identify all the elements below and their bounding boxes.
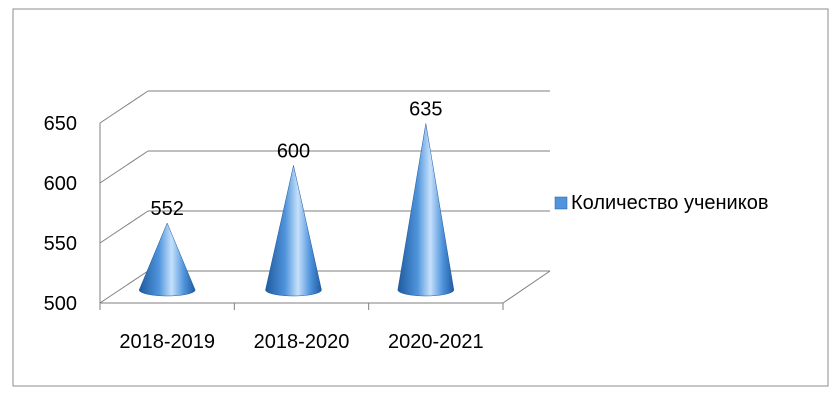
x-tick-label: 2020-2021: [388, 331, 484, 353]
gridline-diagonal: [99, 270, 149, 304]
data-label: 552: [150, 198, 183, 220]
data-label: 600: [277, 140, 310, 162]
cone-bar: [265, 165, 322, 297]
data-label: 635: [409, 98, 442, 120]
cones: [138, 123, 455, 297]
y-tick-label: 500: [44, 293, 77, 315]
legend: Количество учеников: [554, 192, 768, 214]
x-tick-label: 2018-2019: [119, 331, 215, 353]
gridline-diagonal: [99, 90, 149, 124]
y-tick-label: 600: [44, 173, 77, 195]
axes: [99, 123, 551, 310]
cone-bar: [397, 123, 455, 297]
legend-entry: Количество учеников: [571, 192, 768, 214]
y-tick-label: 650: [44, 113, 77, 135]
legend-swatch: [554, 196, 568, 210]
x-tick-label: 2018-2020: [254, 331, 350, 353]
cone-bar: [138, 222, 196, 297]
gridlines: [99, 90, 550, 304]
labels: 500 550 600 650 552 2018-2019 600 2018-2020 635 2…: [44, 98, 484, 353]
gridline-diagonal: [99, 150, 149, 184]
floor-right-edge: [502, 270, 551, 304]
gridline-diagonal: [99, 210, 149, 244]
y-tick-label: 550: [44, 233, 77, 255]
